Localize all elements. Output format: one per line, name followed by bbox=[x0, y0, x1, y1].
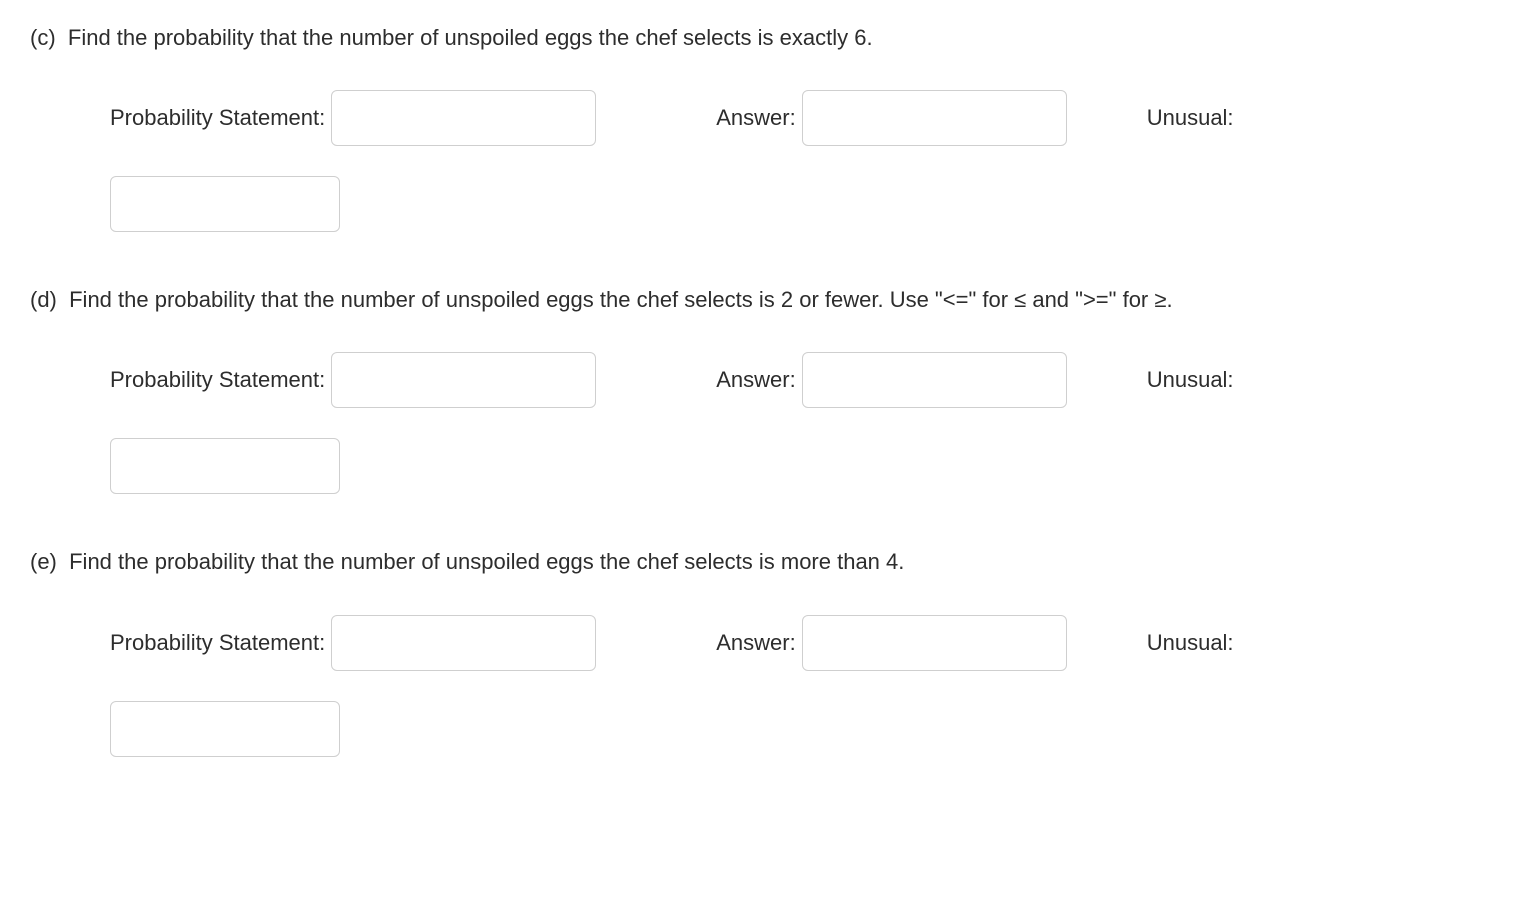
unusual-input[interactable] bbox=[110, 701, 340, 757]
unusual-label: Unusual: bbox=[1147, 105, 1234, 131]
question-c-answer-row: Probability Statement: Answer: Unusual: bbox=[30, 90, 1483, 146]
answer-input[interactable] bbox=[802, 352, 1067, 408]
unusual-input[interactable] bbox=[110, 438, 340, 494]
question-e-prompt: (e) Find the probability that the number… bbox=[30, 544, 1483, 579]
unusual-input[interactable] bbox=[110, 176, 340, 232]
answer-label: Answer: bbox=[716, 630, 795, 656]
question-d-prompt: (d) Find the probability that the number… bbox=[30, 282, 1483, 317]
answer-label: Answer: bbox=[716, 105, 795, 131]
question-d: (d) Find the probability that the number… bbox=[30, 282, 1483, 494]
answer-label: Answer: bbox=[716, 367, 795, 393]
unusual-label: Unusual: bbox=[1147, 630, 1234, 656]
answer-input[interactable] bbox=[802, 90, 1067, 146]
unusual-label: Unusual: bbox=[1147, 367, 1234, 393]
question-e: (e) Find the probability that the number… bbox=[30, 544, 1483, 756]
probability-statement-label: Probability Statement: bbox=[110, 105, 325, 131]
probability-statement-input[interactable] bbox=[331, 90, 596, 146]
question-c: (c) Find the probability that the number… bbox=[30, 20, 1483, 232]
answer-input[interactable] bbox=[802, 615, 1067, 671]
probability-statement-label: Probability Statement: bbox=[110, 367, 325, 393]
probability-statement-input[interactable] bbox=[331, 615, 596, 671]
question-c-prompt: (c) Find the probability that the number… bbox=[30, 20, 1483, 55]
probability-statement-label: Probability Statement: bbox=[110, 630, 325, 656]
probability-statement-input[interactable] bbox=[331, 352, 596, 408]
question-d-answer-row: Probability Statement: Answer: Unusual: bbox=[30, 352, 1483, 408]
question-e-answer-row: Probability Statement: Answer: Unusual: bbox=[30, 615, 1483, 671]
